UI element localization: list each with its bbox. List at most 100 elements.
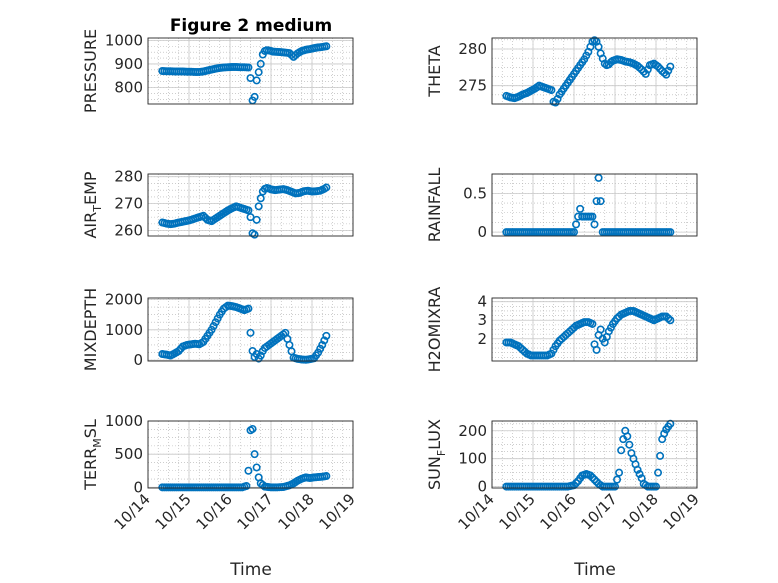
y-tick-label: 280	[458, 40, 487, 58]
x-tick-label: 10/17	[234, 490, 277, 533]
data-point	[221, 303, 230, 312]
data-point	[301, 186, 310, 195]
data-point	[250, 450, 259, 459]
x-axis-label-left: Time	[229, 560, 272, 580]
data-point	[176, 218, 185, 227]
axes-box	[491, 173, 698, 237]
data-point	[625, 440, 634, 449]
data-point	[303, 473, 312, 482]
data-point	[613, 475, 622, 484]
axes-box	[147, 173, 354, 237]
data-point	[664, 66, 673, 75]
data-point	[310, 187, 319, 196]
data-point	[545, 85, 554, 94]
data-point	[291, 354, 300, 363]
data-point	[283, 48, 292, 57]
data-point	[252, 463, 261, 472]
data-point	[561, 81, 570, 90]
data-point	[643, 313, 652, 322]
data-point	[312, 473, 321, 482]
data-point	[281, 185, 290, 194]
data-point	[537, 351, 546, 360]
y-tick-label: 0	[477, 478, 487, 496]
data-point	[320, 336, 329, 345]
subplot-mixdepth: 0 1000 2000 MIXDEPTH	[81, 288, 354, 371]
data-point	[226, 205, 235, 214]
data-point	[250, 230, 259, 239]
data-point	[180, 341, 189, 350]
data-point	[314, 186, 323, 195]
data-point	[635, 470, 644, 479]
data-point	[295, 48, 304, 57]
data-point	[164, 67, 173, 76]
data-point	[588, 212, 597, 221]
data-point	[619, 56, 628, 65]
data-point	[641, 69, 650, 78]
data-point	[234, 203, 243, 212]
data-point	[293, 189, 302, 198]
data-point	[553, 339, 562, 348]
data-point	[316, 344, 325, 353]
data-point	[524, 87, 533, 96]
data-point	[666, 316, 675, 325]
y-tick-label: 200	[458, 422, 487, 440]
data-point	[164, 351, 173, 360]
x-tick-label: 10/19	[660, 490, 703, 533]
axes-box	[491, 37, 698, 105]
data-point	[666, 62, 675, 71]
data-point	[586, 42, 595, 51]
data-point	[230, 62, 239, 71]
data-point	[254, 202, 263, 211]
y-tick-label: 270	[114, 195, 143, 213]
y-axis-label: AIRTEMP	[81, 171, 104, 238]
data-point	[189, 340, 198, 349]
data-point	[168, 219, 177, 228]
x-tick-label: 10/14	[455, 490, 498, 533]
data-point	[297, 188, 306, 197]
data-point	[299, 474, 308, 483]
data-point	[660, 312, 669, 321]
data-point	[660, 68, 669, 77]
data-point	[569, 69, 578, 78]
y-tick-label: 280	[114, 168, 143, 186]
data-point	[193, 67, 202, 76]
y-tick-label: 275	[458, 77, 487, 95]
data-point	[256, 59, 265, 68]
data-point	[565, 75, 574, 84]
data-point	[238, 305, 247, 314]
data-point	[512, 93, 521, 102]
x-tick-label: 10/17	[578, 490, 621, 533]
y-tick-label: 2	[477, 330, 487, 348]
data-point	[197, 339, 206, 348]
data-point	[643, 65, 652, 74]
data-point	[209, 322, 218, 331]
y-axis-label: PRESSURE	[81, 29, 100, 113]
data-point	[256, 194, 265, 203]
data-point	[508, 339, 517, 348]
data-point	[185, 216, 194, 225]
data-point	[639, 67, 648, 76]
axes-box	[147, 297, 354, 362]
data-point	[592, 197, 601, 206]
x-tick-label: 10/18	[619, 490, 662, 533]
x-tick-label: 10/15	[496, 490, 539, 533]
data-point	[541, 83, 550, 92]
data-point	[533, 351, 542, 360]
data-point	[234, 63, 243, 72]
data-point	[596, 197, 605, 206]
data-point	[242, 305, 251, 314]
data-point	[582, 318, 591, 327]
data-point	[528, 351, 537, 360]
subplot-sun-flux: 0 100 200 SUNFLUX 10/1410/1510/1610/1710/181…	[425, 419, 703, 533]
data-point	[205, 328, 214, 337]
y-axis-label: THETA	[425, 45, 444, 97]
data-point	[635, 63, 644, 72]
data-point	[316, 472, 325, 481]
data-point	[238, 204, 247, 213]
data-point	[549, 345, 558, 354]
data-point	[289, 188, 298, 197]
data-point	[606, 323, 615, 332]
data-point	[269, 185, 278, 194]
subplot-pressure: 800 900 1000 PRESSURE	[81, 29, 354, 113]
subplot-theta: 275 280 THETA	[425, 36, 698, 107]
